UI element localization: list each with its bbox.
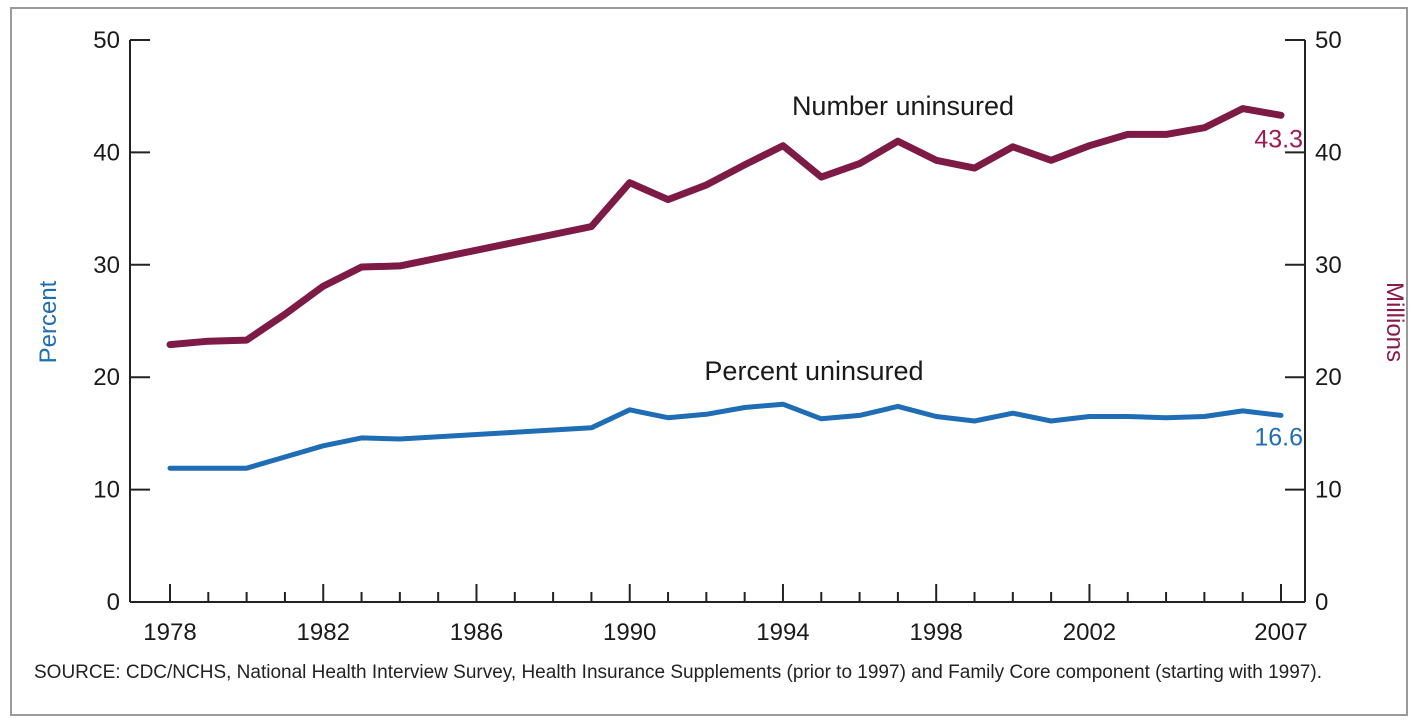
y-right-axis-title: Millions [1381,282,1408,362]
x-tick-label: 2007 [1254,619,1307,646]
x-tick-label: 1986 [450,619,503,646]
series-layer [166,105,1285,471]
left-y-tick-label: 20 [93,364,120,391]
right-y-tick-label: 0 [1315,589,1328,616]
x-tick-label: 1998 [910,619,963,646]
end-value-label: 16.6 [1254,423,1303,451]
x-tick-label: 1994 [756,619,809,646]
y-left-axis-title: Percent [35,280,62,363]
labels-layer: Percent Millions 43.3 16.6 Number uninsured P… [35,91,1408,451]
chart-frame [10,7,1408,716]
right-y-tick-label: 10 [1315,477,1342,504]
series-annotation: Number uninsured [792,91,1014,121]
axes: 0 10 20 30 40 50 0 10 20 30 40 50 1978 1982 1986 1990 19… [93,27,1341,646]
right-y-tick-label: 30 [1315,252,1342,279]
right-y-tick-label: 20 [1315,364,1342,391]
right-y-tick-label: 50 [1315,27,1342,54]
x-tick-label: 2002 [1063,619,1116,646]
left-y-tick-label: 30 [93,252,120,279]
left-y-tick-label: 40 [93,139,120,166]
series-annotation: Percent uninsured [704,356,923,386]
x-tick-label: 1982 [297,619,350,646]
end-value-label: 43.3 [1254,125,1303,153]
source-note: SOURCE: CDC/NCHS, National Health Interv… [34,662,1322,683]
right-y-tick-label: 40 [1315,139,1342,166]
uninsured-line-chart: 0 10 20 30 40 50 0 10 20 30 40 50 1978 1982 1986 1990 19… [35,27,1408,646]
series-line-percent-uninsured [167,401,1284,471]
left-y-tick-label: 50 [93,27,120,54]
x-tick-label: 1990 [603,619,656,646]
left-y-tick-label: 0 [107,589,120,616]
series-line-number-uninsured [166,105,1285,349]
x-tick-label: 1978 [143,619,196,646]
left-y-tick-label: 10 [93,477,120,504]
